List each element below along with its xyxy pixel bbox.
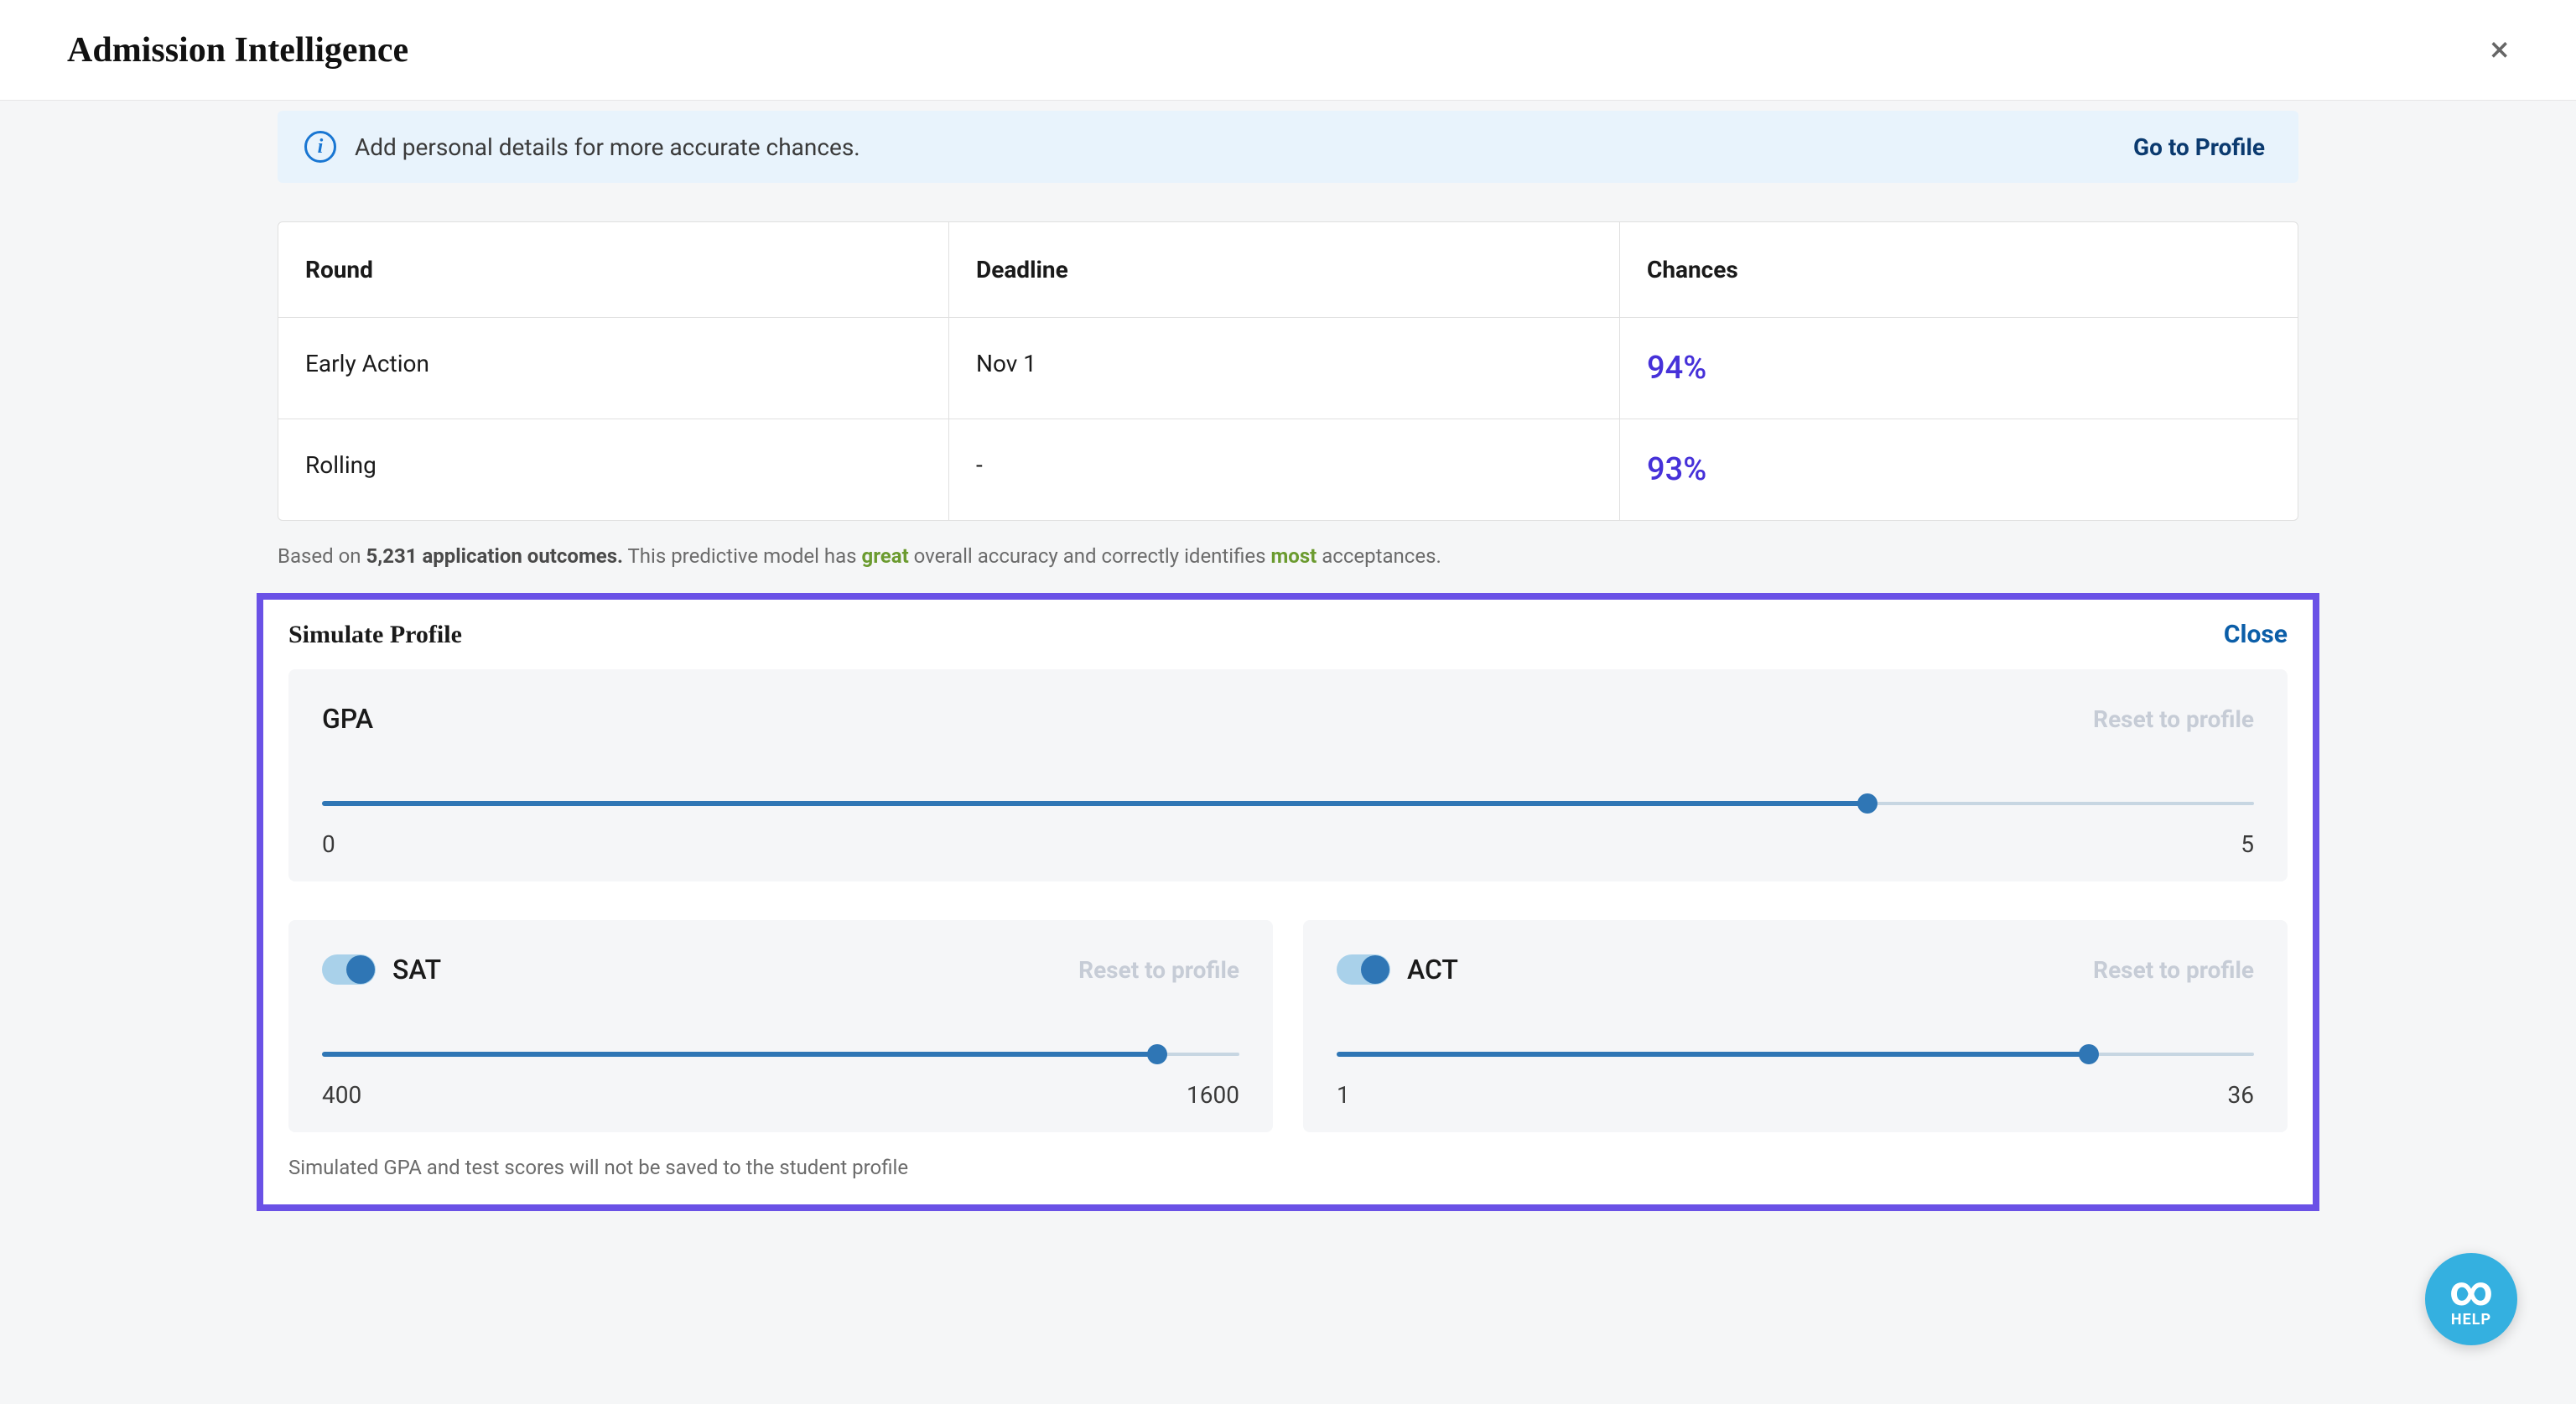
footnote-most: most	[1270, 544, 1317, 568]
gpa-min-label: 0	[322, 830, 335, 858]
act-reset-link[interactable]: Reset to profile	[2093, 956, 2254, 984]
cell-deadline: Nov 1	[949, 318, 1620, 419]
sat-title-group: SAT	[322, 954, 441, 985]
footnote-great: great	[861, 544, 908, 568]
simulate-header: Simulate Profile Close	[288, 600, 2288, 669]
simulate-panel: Simulate Profile Close GPA Reset to prof…	[257, 593, 2319, 1211]
gpa-reset-link[interactable]: Reset to profile	[2093, 705, 2254, 733]
slider-fill	[322, 1052, 1157, 1057]
simulate-panels: GPA Reset to profile 0 5	[288, 669, 2288, 1132]
act-panel: ACT Reset to profile 1 36	[1303, 920, 2288, 1132]
gpa-panel: GPA Reset to profile 0 5	[288, 669, 2288, 881]
act-panel-head: ACT Reset to profile	[1337, 954, 2254, 985]
info-banner: i Add personal details for more accurate…	[278, 111, 2298, 183]
topbar: Admission Intelligence ×	[0, 0, 2576, 101]
col-deadline: Deadline	[949, 222, 1620, 317]
sat-reset-link[interactable]: Reset to profile	[1078, 956, 1239, 984]
test-score-row: SAT Reset to profile 400 1600	[288, 920, 2288, 1132]
help-icon: ∞	[2449, 1271, 2494, 1313]
page-title: Admission Intelligence	[67, 30, 408, 70]
toggle-knob	[346, 955, 375, 984]
slider-thumb[interactable]	[1857, 793, 1877, 814]
go-to-profile-link[interactable]: Go to Profile	[2133, 133, 2265, 161]
close-icon[interactable]: ×	[2490, 33, 2509, 68]
footnote-outcomes: 5,231 application outcomes.	[366, 544, 623, 568]
footnote-mid2: overall accuracy and correctly identifie…	[909, 544, 1271, 568]
act-label: ACT	[1407, 954, 1458, 985]
sat-label: SAT	[392, 954, 441, 985]
sat-slider-labels: 400 1600	[322, 1081, 1239, 1109]
gpa-label: GPA	[322, 703, 373, 735]
sat-panel-head: SAT Reset to profile	[322, 954, 1239, 985]
act-max-label: 36	[2228, 1081, 2254, 1109]
slider-thumb[interactable]	[2079, 1044, 2099, 1064]
info-banner-left: i Add personal details for more accurate…	[304, 131, 860, 163]
footnote-prefix: Based on	[278, 544, 366, 568]
cell-deadline: -	[949, 419, 1620, 520]
slider-fill	[1337, 1052, 2089, 1057]
act-slider-labels: 1 36	[1337, 1081, 2254, 1109]
cell-round: Rolling	[278, 419, 949, 520]
act-slider[interactable]	[1337, 1044, 2254, 1064]
sat-toggle[interactable]	[322, 954, 376, 985]
gpa-panel-head: GPA Reset to profile	[322, 703, 2254, 735]
gpa-max-label: 5	[2241, 830, 2254, 858]
gpa-slider[interactable]	[322, 793, 2254, 814]
slider-thumb[interactable]	[1147, 1044, 1167, 1064]
info-banner-text: Add personal details for more accurate c…	[355, 133, 860, 161]
info-icon: i	[304, 131, 336, 163]
model-footnote: Based on 5,231 application outcomes. Thi…	[278, 544, 2298, 568]
act-min-label: 1	[1337, 1081, 1350, 1109]
simulate-title: Simulate Profile	[288, 621, 462, 649]
table-row: Rolling - 93%	[278, 419, 2298, 520]
cell-chance: 94%	[1620, 318, 2298, 419]
sat-panel: SAT Reset to profile 400 1600	[288, 920, 1273, 1132]
simulate-footnote: Simulated GPA and test scores will not b…	[288, 1156, 2288, 1179]
chances-table: Round Deadline Chances Early Action Nov …	[278, 221, 2298, 521]
toggle-knob	[1361, 955, 1389, 984]
sat-slider[interactable]	[322, 1044, 1239, 1064]
simulate-close-link[interactable]: Close	[2224, 620, 2288, 649]
cell-chance: 93%	[1620, 419, 2298, 520]
act-title-group: ACT	[1337, 954, 1458, 985]
page-body: i Add personal details for more accurate…	[278, 101, 2298, 1211]
table-header-row: Round Deadline Chances	[278, 222, 2298, 318]
gpa-slider-labels: 0 5	[322, 830, 2254, 858]
help-button[interactable]: ∞ HELP	[2425, 1253, 2517, 1345]
col-chances: Chances	[1620, 222, 2298, 317]
table-row: Early Action Nov 1 94%	[278, 318, 2298, 419]
footnote-mid1: This predictive model has	[623, 544, 861, 568]
footnote-suffix: acceptances.	[1317, 544, 1441, 568]
sat-max-label: 1600	[1187, 1081, 1239, 1109]
cell-round: Early Action	[278, 318, 949, 419]
act-toggle[interactable]	[1337, 954, 1390, 985]
sat-min-label: 400	[322, 1081, 361, 1109]
slider-fill	[322, 801, 1867, 806]
col-round: Round	[278, 222, 949, 317]
